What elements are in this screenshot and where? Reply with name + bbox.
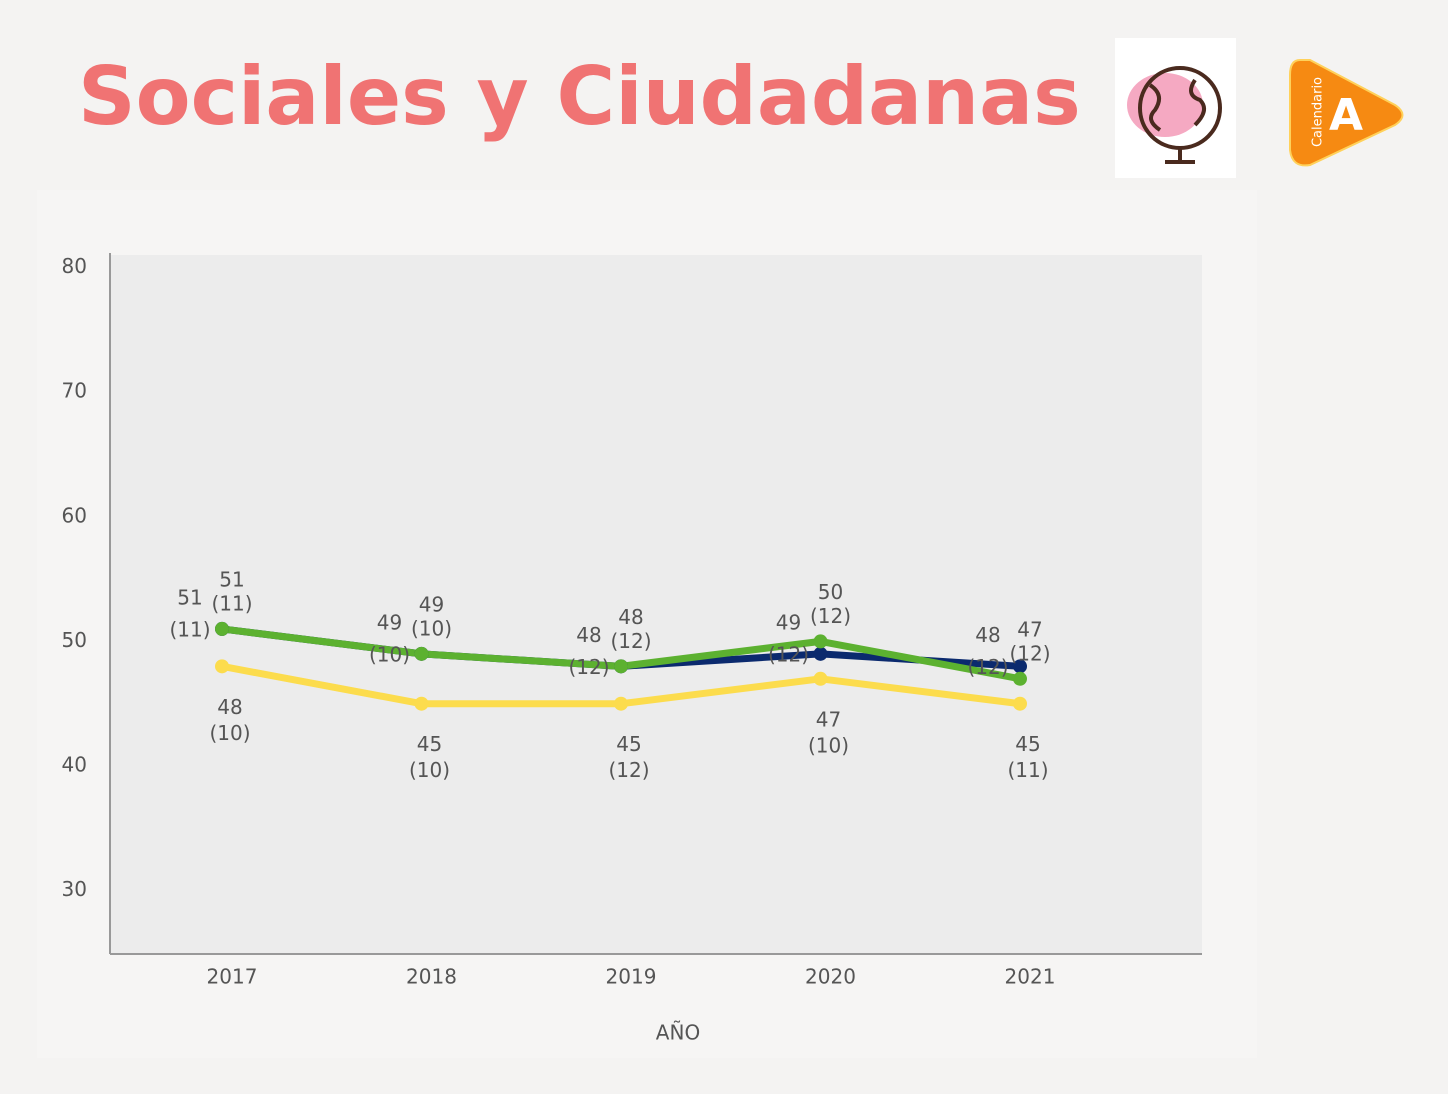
x-axis-label: AÑO <box>656 1021 700 1045</box>
data-label-sd: (11) <box>169 617 210 641</box>
chart-title: Sociales y Ciudadanas <box>78 50 1081 143</box>
data-label: 45 <box>1015 732 1040 756</box>
data-label: 51 <box>177 585 202 609</box>
logo-letter: A <box>1329 90 1363 141</box>
data-label: 51 <box>219 567 244 591</box>
data-label-sd: (10) <box>369 642 410 666</box>
data-point <box>1013 659 1027 674</box>
data-label-sd: (10) <box>409 758 450 782</box>
data-point <box>414 646 429 661</box>
data-label-sd: (12) <box>1009 641 1050 665</box>
data-label: 45 <box>417 732 442 756</box>
data-point <box>813 671 828 686</box>
data-label: 48 <box>975 623 1000 647</box>
y-tick-label: 80 <box>62 254 87 278</box>
data-label-sd: (10) <box>411 616 452 640</box>
data-point <box>414 696 429 711</box>
y-tick-label: 60 <box>62 503 87 527</box>
data-label: 48 <box>217 695 242 719</box>
data-label-sd: (11) <box>1007 758 1048 782</box>
data-label-sd: (12) <box>768 642 809 666</box>
y-tick-label: 70 <box>62 379 87 403</box>
plot-area <box>110 255 1202 953</box>
logo: Calendario A <box>1289 59 1404 167</box>
data-label-sd: (12) <box>610 629 651 653</box>
data-point <box>215 659 229 674</box>
data-label: 45 <box>616 732 641 756</box>
data-label-sd: (11) <box>211 591 252 615</box>
data-point <box>614 696 628 711</box>
y-tick-label: 50 <box>62 628 87 652</box>
data-point <box>1013 671 1027 686</box>
data-label-sd: (12) <box>568 655 609 679</box>
data-label-sd: (12) <box>967 655 1008 679</box>
data-label: 47 <box>816 707 841 731</box>
x-tick-label: 2018 <box>406 965 457 989</box>
data-label-sd: (12) <box>810 604 851 628</box>
data-label-sd: (12) <box>608 758 649 782</box>
data-label: 48 <box>618 605 643 629</box>
data-point <box>215 621 229 636</box>
y-tick-label: 40 <box>62 753 87 777</box>
data-point <box>813 634 828 649</box>
x-tick-label: 2017 <box>207 965 258 989</box>
globe-icon <box>1115 38 1236 178</box>
data-label-sd: (10) <box>808 733 849 757</box>
data-label: 49 <box>419 592 444 616</box>
data-label: 48 <box>576 623 601 647</box>
data-label-sd: (10) <box>209 721 250 745</box>
data-point <box>614 659 628 674</box>
x-tick-label: 2021 <box>1005 965 1056 989</box>
data-label: 49 <box>377 610 402 634</box>
data-label: 47 <box>1017 617 1042 641</box>
logo-text: Calendario <box>1311 77 1326 147</box>
data-label: 50 <box>818 580 843 604</box>
data-point <box>813 646 828 661</box>
data-label: 49 <box>776 610 801 634</box>
y-tick-label: 30 <box>62 877 87 901</box>
data-point <box>1013 696 1027 711</box>
x-tick-label: 2020 <box>805 965 856 989</box>
x-tick-label: 2019 <box>606 965 657 989</box>
